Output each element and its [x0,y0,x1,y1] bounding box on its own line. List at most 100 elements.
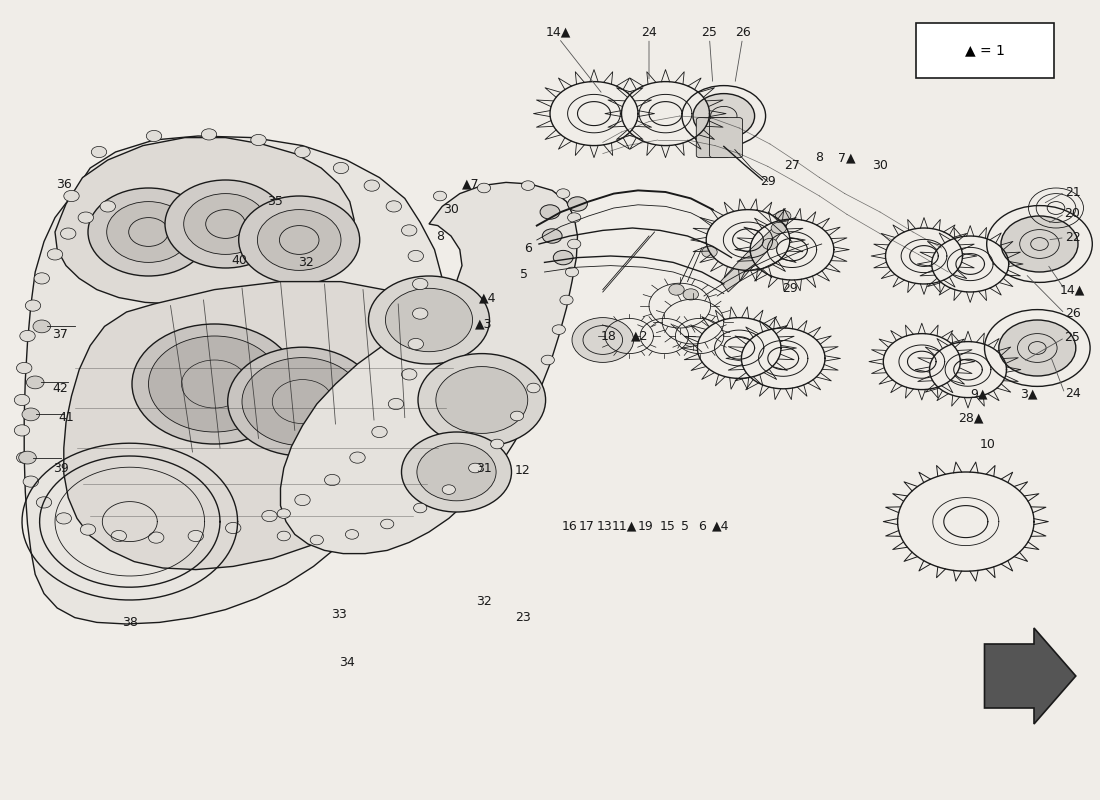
Circle shape [412,308,428,319]
Circle shape [557,189,570,198]
Polygon shape [720,212,790,292]
Circle shape [491,439,504,449]
Circle shape [201,129,217,140]
Text: 12: 12 [515,464,530,477]
Circle shape [324,474,340,486]
Text: 9▲: 9▲ [970,387,988,400]
Text: 33: 33 [331,608,346,621]
Circle shape [184,194,267,254]
Circle shape [148,336,280,432]
Circle shape [295,494,310,506]
Circle shape [469,463,482,473]
Text: 32: 32 [476,595,492,608]
FancyBboxPatch shape [916,23,1054,78]
Text: 6: 6 [697,520,706,533]
Circle shape [402,432,512,512]
Circle shape [552,325,565,334]
Circle shape [386,201,402,212]
Circle shape [251,134,266,146]
Text: 31: 31 [476,462,492,474]
Circle shape [60,228,76,239]
Text: 11▲: 11▲ [612,520,638,533]
Text: 30: 30 [443,203,459,216]
Circle shape [188,530,204,542]
Text: 29: 29 [782,282,797,294]
Circle shape [20,330,35,342]
Text: ▲2: ▲2 [631,330,649,342]
Circle shape [148,532,164,543]
Text: 25: 25 [702,26,717,38]
Circle shape [16,362,32,374]
Text: 23: 23 [515,611,530,624]
Circle shape [408,250,424,262]
Circle shape [107,202,190,262]
Circle shape [277,531,290,541]
Circle shape [25,300,41,311]
Circle shape [388,398,404,410]
Text: 38: 38 [122,616,138,629]
Text: 3▲: 3▲ [1020,387,1037,400]
FancyBboxPatch shape [696,118,729,158]
Circle shape [100,201,116,212]
Circle shape [565,267,579,277]
Polygon shape [280,182,578,554]
Text: 20: 20 [1065,207,1080,220]
Circle shape [80,524,96,535]
Circle shape [33,320,51,333]
Text: 26: 26 [1065,307,1080,320]
Text: 26: 26 [735,26,750,38]
Circle shape [669,284,684,295]
Polygon shape [24,136,446,624]
Text: 36: 36 [56,178,72,190]
Text: 15: 15 [660,520,675,533]
Circle shape [412,278,428,290]
Circle shape [381,519,394,529]
Text: 14▲: 14▲ [1059,283,1086,296]
Text: 40: 40 [232,254,248,266]
Text: 27: 27 [784,159,800,172]
Text: 8: 8 [436,230,444,242]
Circle shape [56,513,72,524]
Text: 42: 42 [53,382,68,394]
Text: 32: 32 [298,256,314,269]
Circle shape [88,188,209,276]
Text: 18: 18 [601,330,616,342]
Circle shape [385,288,473,352]
Circle shape [568,239,581,249]
Circle shape [345,530,359,539]
Circle shape [417,443,496,501]
Circle shape [402,369,417,380]
Text: 8: 8 [815,151,824,164]
Text: 6: 6 [524,242,532,254]
Circle shape [47,249,63,260]
Circle shape [572,318,634,362]
Text: ▲4: ▲4 [712,520,729,533]
Circle shape [242,358,363,446]
Circle shape [1001,216,1078,272]
Circle shape [311,376,448,475]
Text: 34: 34 [339,656,354,669]
Text: ▲3: ▲3 [475,318,493,330]
Text: ▲4: ▲4 [478,291,496,304]
Circle shape [414,503,427,513]
Text: 10: 10 [980,438,996,450]
Circle shape [408,338,424,350]
Circle shape [22,408,40,421]
Text: 30: 30 [872,159,888,172]
Circle shape [64,190,79,202]
Circle shape [372,426,387,438]
Circle shape [295,146,310,158]
Circle shape [262,510,277,522]
Circle shape [36,497,52,508]
Circle shape [568,197,587,211]
Text: 39: 39 [53,462,68,474]
Circle shape [26,376,44,389]
Circle shape [999,320,1076,376]
Text: ▲ = 1: ▲ = 1 [965,43,1004,58]
Circle shape [762,238,778,250]
Text: 24: 24 [641,26,657,38]
Circle shape [553,250,573,265]
Circle shape [226,522,241,534]
Circle shape [310,535,323,545]
Circle shape [527,383,540,393]
